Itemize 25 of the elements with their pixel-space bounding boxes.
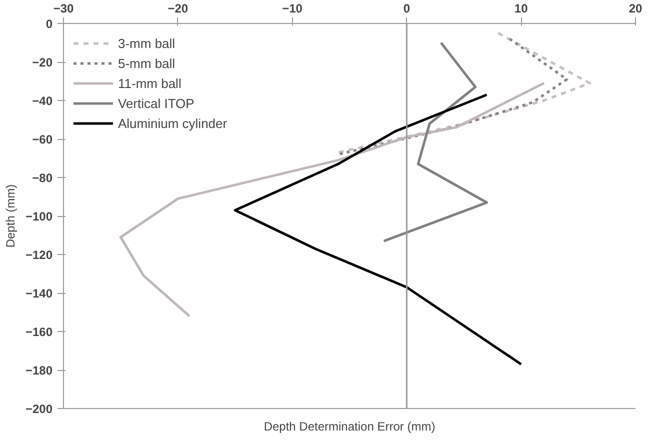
- legend-label: Aluminium cylinder: [118, 116, 228, 130]
- x-tick-label: 10: [514, 2, 528, 16]
- y-tick-label: −160: [25, 325, 53, 339]
- y-tick-label: −80: [32, 171, 53, 185]
- x-tick-label: 0: [403, 2, 410, 16]
- x-tick-label: 20: [628, 2, 642, 16]
- x-axis-title: Depth Determination Error (mm): [264, 420, 436, 434]
- y-tick-label: −20: [32, 56, 53, 70]
- legend-label: 5-mm ball: [118, 56, 176, 70]
- y-axis-title: Depth (mm): [3, 184, 18, 248]
- y-tick-label: −60: [32, 132, 53, 146]
- legend-label: Vertical ITOP: [118, 96, 194, 110]
- y-tick-label: −200: [25, 402, 53, 416]
- y-tick-label: −40: [32, 94, 53, 108]
- line-series: [234, 93, 522, 366]
- y-tick-label: −140: [25, 286, 53, 300]
- y-tick-label: 0: [46, 17, 53, 31]
- y-tick-label: −180: [25, 364, 53, 378]
- x-tick-label: −20: [168, 2, 188, 16]
- legend-label: 11-mm ball: [118, 76, 182, 90]
- y-tick-label: −100: [25, 210, 53, 224]
- x-tick-label: −30: [53, 2, 74, 16]
- x-tick-label: −10: [282, 2, 303, 16]
- y-tick-label: −120: [25, 248, 53, 262]
- legend-label: 3-mm ball: [118, 36, 176, 50]
